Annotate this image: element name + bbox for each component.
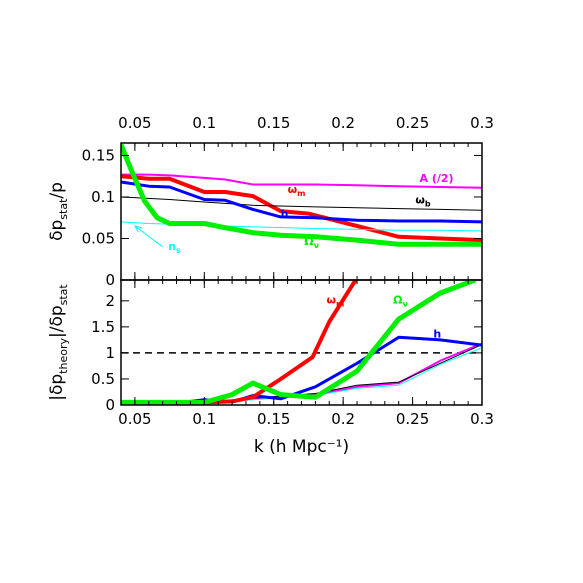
lower-ytick-label: 0 (105, 396, 115, 414)
upper-series-omega-m (121, 174, 482, 243)
upper-label-sub: b (425, 200, 431, 209)
upper-label-n-s: ns (168, 240, 181, 255)
lower-ytick-label: 1 (105, 344, 115, 362)
lower-label-sub: m (336, 299, 344, 308)
lower-label-Omega-nu: Ων (393, 293, 408, 308)
bottom-xtick-label: 0.25 (396, 410, 429, 428)
lower-ytick-label: 1.5 (91, 318, 115, 336)
bottom-xtick-label: 0.2 (331, 410, 355, 428)
lower-panel: ωm Ων h 0 0.5 1 1.5 2 (91, 279, 483, 414)
upper-series-h (121, 180, 482, 224)
lower-label-omega-m: ωm (326, 293, 344, 308)
upper-y-axis-title: δpstat/p (47, 182, 70, 241)
bottom-xtick-label: 0.3 (470, 410, 494, 428)
top-xtick-label: 0.25 (396, 114, 429, 132)
lower-series-group (121, 280, 482, 405)
lower-label-sub: ν (402, 299, 408, 308)
lower-series-Omega-nu (121, 280, 476, 405)
upper-series-omega-b (121, 196, 482, 211)
upper-label-sub: m (297, 189, 305, 198)
upper-label-h: h (281, 208, 289, 221)
bottom-xtick-label: 0.1 (192, 410, 216, 428)
upper-label-sub: ν (314, 241, 320, 250)
upper-arrow-line (134, 225, 163, 248)
bottom-xtick-label: 0.15 (257, 410, 290, 428)
lower-y-axis-title: |δptheory|/δpstat (47, 284, 70, 401)
upper-series-A (121, 173, 482, 189)
upper-ytick-label: 0.1 (91, 188, 115, 206)
lower-label-h: h (433, 327, 441, 340)
upper-ytick-label: 0 (105, 271, 115, 289)
lower-series-omega-m (121, 280, 358, 405)
upper-ytick-label: 0.15 (82, 146, 115, 164)
lower-ytick-label: 2 (105, 292, 115, 310)
upper-label-sub: s (176, 246, 181, 255)
shared-axes: 0.05 0.1 0.15 0.2 0.25 0.3 0.05 0.1 0.15 0.2 0.25 0… (47, 114, 494, 457)
bottom-xtick-label: 0.05 (118, 410, 151, 428)
upper-series-Omega-nu (121, 143, 482, 247)
upper-ytick-label: 0.05 (82, 229, 115, 247)
upper-label-omega-b: ωb (415, 194, 431, 209)
lower-ytick-label: 0.5 (91, 370, 115, 388)
top-xtick-label: 0.05 (118, 114, 151, 132)
top-xtick-label: 0.1 (192, 114, 216, 132)
top-xtick-label: 0.3 (470, 114, 494, 132)
x-axis-title: k (h Mpc⁻¹) (254, 437, 349, 457)
upper-arrow-head (133, 225, 142, 233)
top-xtick-label: 0.2 (331, 114, 355, 132)
upper-label-A: A (/2) (420, 172, 454, 185)
upper-series-group (121, 143, 482, 247)
top-xtick-label: 0.15 (257, 114, 290, 132)
